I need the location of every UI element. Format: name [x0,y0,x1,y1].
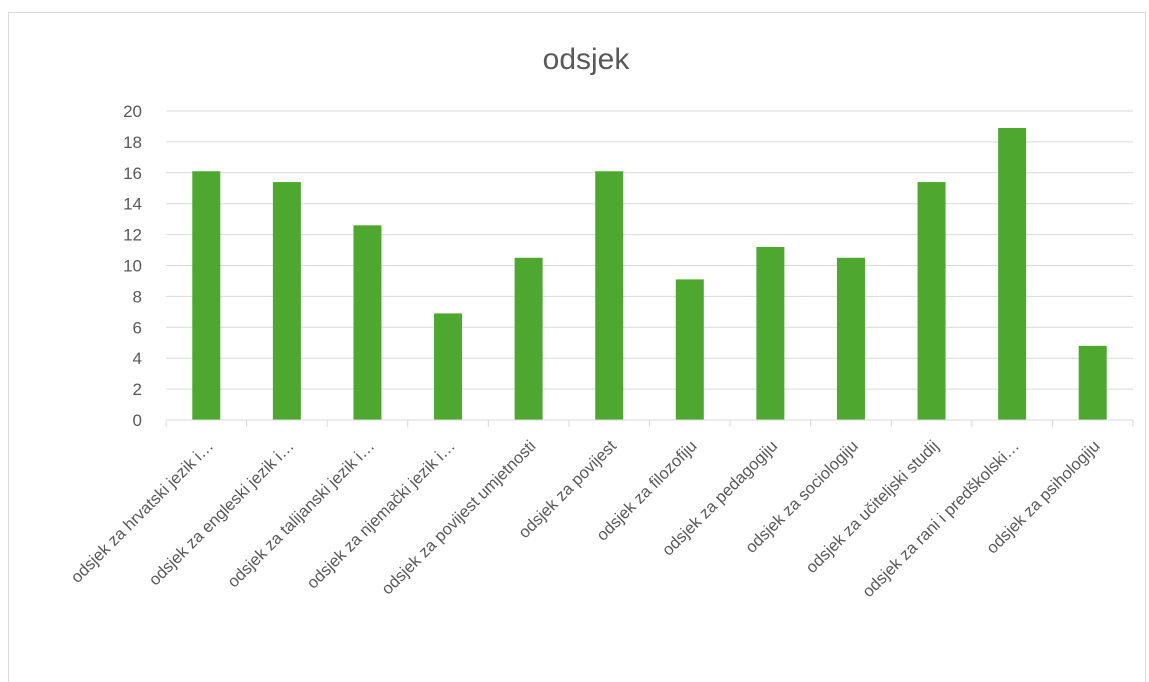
y-tick-label: 2 [133,380,142,399]
bar [675,279,704,420]
bar [353,225,382,420]
y-tick-label: 6 [133,318,142,337]
y-tick-label: 18 [123,133,142,152]
bar [192,171,221,420]
x-category-label: odsjek za engleski jezik i… [146,437,298,589]
y-tick-label: 10 [123,257,142,276]
x-category-label: odsjek za povijest umjetnosti [378,437,539,598]
x-category-label: odsjek za učiteljski studij [803,437,943,577]
gridlines [166,110,1133,390]
bar [272,182,301,420]
bar [514,257,543,420]
bar [595,171,624,420]
x-category-label: odsjek za talijanski jezik i… [224,437,378,591]
bars [192,127,1107,421]
bar [998,127,1027,421]
bar [1078,345,1107,420]
y-tick-label: 20 [123,102,142,121]
y-tick-label: 0 [133,411,142,430]
x-category-label: odsjek za rani i predškolski… [859,437,1023,601]
bar [756,246,785,420]
x-axis [165,419,1134,427]
y-tick-label: 14 [123,195,142,214]
bar [917,182,946,420]
y-tick-label: 4 [133,349,142,368]
x-axis-labels: odsjek za hrvatski jezik i…odsjek za eng… [68,437,1104,601]
bar [836,257,865,420]
x-category-label: odsjek za njemački jezik i… [303,437,458,592]
y-axis-ticks: 0 2 4 6 8 10 12 14 16 18 20 [123,102,142,430]
chart-title: odsjek [543,43,631,76]
y-tick-label: 12 [123,226,142,245]
bar [434,313,463,420]
x-category-label: odsjek za hrvatski jezik i… [68,437,218,587]
y-tick-label: 16 [123,164,142,183]
y-tick-label: 8 [133,287,142,306]
